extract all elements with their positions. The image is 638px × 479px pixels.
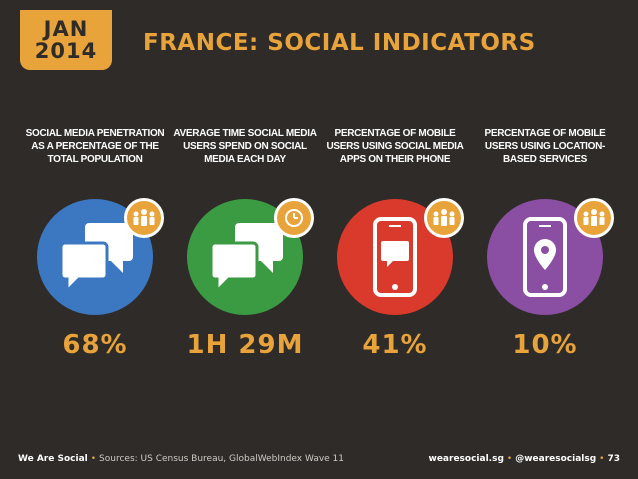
footer-handle: @wearesocialsg: [515, 454, 597, 464]
people-group-badge: [424, 198, 464, 238]
mobile-location-icon: [523, 217, 567, 297]
chat-bubbles-icon: [59, 223, 133, 295]
footer: We Are Social • Sources: US Census Bureau,…: [0, 454, 638, 479]
people-group-icon: [433, 209, 455, 226]
indicator-social-media-penetration: SOCIAL MEDIA PENETRATION AS A PERCENTAGE…: [20, 0, 170, 479]
footer-right: wearesocial.sg • @wearesocialsg • 73: [429, 454, 620, 464]
indicator-value: 10%: [512, 330, 578, 360]
indicator-time-spent: AVERAGE TIME SOCIAL MEDIA USERS SPEND ON…: [170, 0, 320, 479]
indicator-label: SOCIAL MEDIA PENETRATION AS A PERCENTAGE…: [25, 128, 165, 165]
date-month: JAN: [43, 17, 89, 41]
indicator-circle: [37, 199, 153, 315]
footer-page-number: 73: [607, 454, 620, 464]
footer-separator: •: [599, 454, 605, 464]
clock-badge: [274, 198, 314, 238]
page-title: FRANCE: SOCIAL INDICATORS: [143, 30, 536, 56]
footer-brand: We Are Social: [18, 454, 88, 464]
mobile-chat-icon: [373, 217, 417, 297]
footer-separator: •: [90, 454, 97, 464]
footer-sources: Sources: US Census Bureau, GlobalWebInde…: [99, 454, 345, 464]
footer-separator: •: [506, 454, 513, 464]
chat-bubbles-icon: [209, 223, 283, 295]
indicator-label: AVERAGE TIME SOCIAL MEDIA USERS SPEND ON…: [173, 128, 317, 165]
indicator-value: 1H 29M: [186, 330, 304, 360]
indicator-mobile-social-apps: PERCENTAGE OF MOBILE USERS USING SOCIAL …: [320, 0, 470, 479]
indicator-label: PERCENTAGE OF MOBILE USERS USING LOCATIO…: [484, 128, 606, 165]
date-badge: JAN 2014: [20, 10, 112, 70]
indicator-label: PERCENTAGE OF MOBILE USERS USING SOCIAL …: [326, 128, 464, 165]
indicator-location-services: PERCENTAGE OF MOBILE USERS USING LOCATIO…: [470, 0, 620, 479]
date-year: 2014: [34, 39, 98, 63]
clock-icon: [285, 209, 303, 227]
footer-left: We Are Social • Sources: US Census Bureau,…: [18, 454, 344, 464]
indicator-value: 68%: [62, 330, 128, 360]
people-group-badge: [124, 198, 164, 238]
people-group-badge: [574, 198, 614, 238]
people-group-icon: [133, 209, 155, 226]
people-group-icon: [583, 209, 605, 226]
indicator-value: 41%: [362, 330, 428, 360]
footer-website: wearesocial.sg: [428, 454, 504, 464]
